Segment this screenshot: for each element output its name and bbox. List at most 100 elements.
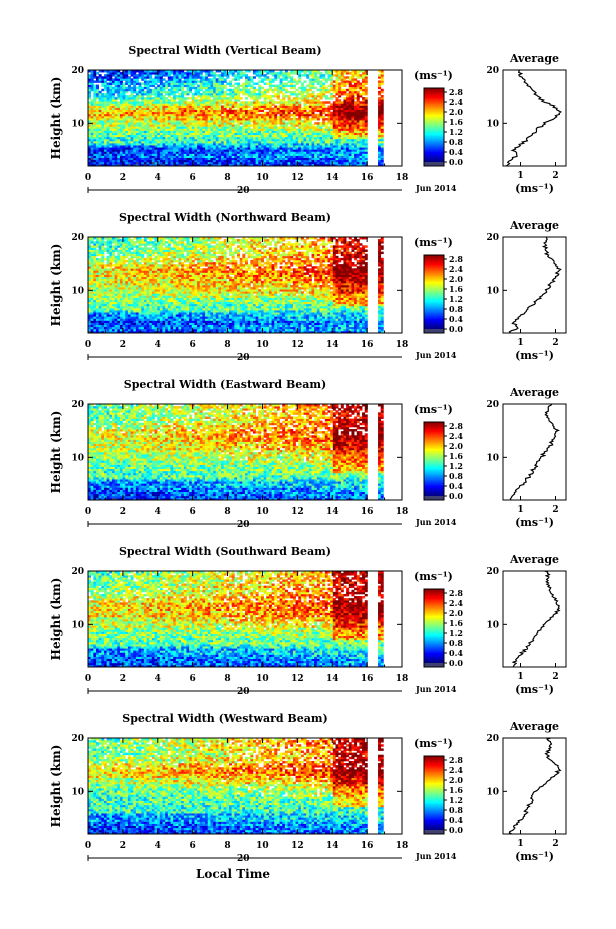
panel-southward: Spectral Width (Southward Beam)0 2 4 6 8 10 12… [49, 545, 566, 697]
colorbar-tick-label: 2.8 [449, 755, 463, 765]
colorbar-unit: (ms⁻¹) [414, 69, 453, 82]
average-title: Average [509, 386, 559, 399]
colorbar-tick-label: 1.2 [449, 294, 463, 304]
panel-eastward: Spectral Width (Eastward Beam)0 2 4 6 8 10 12 1… [49, 378, 566, 530]
x-tick-label: 14 [326, 173, 339, 183]
y-tick-label: 10 [71, 453, 84, 463]
x-tick-label: 0 [85, 340, 91, 350]
average-y-tick-label: 20 [486, 233, 499, 243]
colorbar-tick-label: 1.2 [449, 628, 463, 638]
x-tick-label: 4 [155, 674, 161, 684]
colorbar-unit: (ms⁻¹) [414, 236, 453, 249]
x-tick-label: 10 [256, 841, 269, 851]
colorbar-tick-label: 0.4 [449, 147, 463, 157]
panel-vertical: Spectral Width (Vertical Beam)0 2 4 6 8 10 12 1… [49, 44, 566, 196]
y-tick-label: 20 [71, 233, 84, 243]
chart-title: Spectral Width (Northward Beam) [119, 211, 331, 224]
x-axis-label: Local Time [196, 867, 270, 881]
colorbar: (ms⁻¹)2.82.42.01.61.20.80.40.0 [414, 403, 463, 501]
average-x-tick-label: 1 [517, 505, 523, 515]
x-tick-label: 4 [155, 340, 161, 350]
average-x-tick-label: 2 [552, 672, 558, 682]
x-tick-label: 16 [361, 674, 374, 684]
heatmap-eastward [88, 404, 384, 500]
average-x-label: (ms⁻¹) [515, 850, 554, 863]
average-x-tick-label: 1 [517, 338, 523, 348]
colorbar-tick-label: 1.2 [449, 461, 463, 471]
x-tick-label: 8 [224, 674, 230, 684]
x-tick-label: 6 [190, 507, 196, 517]
x-tick-label: 12 [291, 841, 304, 851]
x-tick-label: 6 [190, 340, 196, 350]
date-marker: 20 [237, 520, 250, 530]
y-axis-label: Height (km) [49, 578, 63, 661]
average-frame [503, 404, 566, 500]
y-axis-label: Height (km) [49, 77, 63, 160]
average-y-tick-label: 10 [486, 453, 499, 463]
colorbar-below-range [424, 162, 444, 166]
x-tick-label: 18 [396, 340, 409, 350]
average-frame [503, 70, 566, 166]
x-tick-label: 10 [256, 173, 269, 183]
heatmap-westward [88, 738, 384, 834]
colorbar-unit: (ms⁻¹) [414, 403, 453, 416]
x-tick-label: 0 [85, 507, 91, 517]
colorbar: (ms⁻¹)2.82.42.01.61.20.80.40.0 [414, 570, 463, 668]
date-suffix: Jun 2014 [415, 350, 457, 360]
x-tick-label: 4 [155, 507, 161, 517]
x-tick-label: 4 [155, 173, 161, 183]
colorbar-tick-label: 2.8 [449, 87, 463, 97]
colorbar-tick-label: 2.0 [449, 441, 463, 451]
colorbar: (ms⁻¹)2.82.42.01.61.20.80.40.0 [414, 69, 463, 167]
x-tick-label: 14 [326, 340, 339, 350]
colorbar-tick-label: 2.4 [449, 765, 463, 775]
x-tick-label: 2 [120, 507, 126, 517]
y-axis-label: Height (km) [49, 411, 63, 494]
heatmap-vertical [88, 70, 384, 166]
colorbar-tick-label: 1.6 [449, 117, 463, 127]
x-tick-label: 18 [396, 173, 409, 183]
colorbar-tick-label: 0.4 [449, 481, 463, 491]
colorbar-unit: (ms⁻¹) [414, 737, 453, 750]
x-tick-label: 12 [291, 340, 304, 350]
colorbar-tick-label: 2.0 [449, 775, 463, 785]
average-y-tick-label: 10 [486, 119, 499, 129]
x-tick-label: 18 [396, 841, 409, 851]
average-frame [503, 571, 566, 667]
x-tick-label: 10 [256, 674, 269, 684]
x-tick-label: 8 [224, 841, 230, 851]
average-frame [503, 237, 566, 333]
date-suffix: Jun 2014 [415, 684, 457, 694]
x-tick-label: 14 [326, 507, 339, 517]
colorbar-tick-label: 0.0 [449, 157, 463, 167]
colorbar-tick-label: 0.0 [449, 324, 463, 334]
x-tick-label: 16 [361, 173, 374, 183]
date-marker: 20 [237, 353, 250, 363]
colorbar-below-range [424, 663, 444, 667]
chart-title: Spectral Width (Westward Beam) [122, 712, 327, 725]
y-tick-label: 10 [71, 286, 84, 296]
average-x-label: (ms⁻¹) [515, 349, 554, 362]
x-tick-label: 0 [85, 841, 91, 851]
x-tick-label: 6 [190, 841, 196, 851]
average-x-tick-label: 2 [552, 338, 558, 348]
x-tick-label: 0 [85, 173, 91, 183]
colorbar-tick-label: 0.4 [449, 314, 463, 324]
x-tick-label: 2 [120, 173, 126, 183]
average-y-tick-label: 20 [486, 567, 499, 577]
date-marker: 20 [237, 854, 250, 864]
average-x-tick-label: 1 [517, 171, 523, 181]
x-tick-label: 10 [256, 507, 269, 517]
date-suffix: Jun 2014 [415, 183, 457, 193]
average-x-tick-label: 1 [517, 672, 523, 682]
colorbar-tick-label: 1.2 [449, 127, 463, 137]
chart-title: Spectral Width (Southward Beam) [119, 545, 331, 558]
heatmap-southward [88, 571, 384, 667]
x-tick-label: 2 [120, 841, 126, 851]
average-x-label: (ms⁻¹) [515, 683, 554, 696]
spectral-width-figure: Spectral Width (Vertical Beam)0 2 4 6 8 10 12 1… [0, 0, 616, 929]
average-y-tick-label: 20 [486, 734, 499, 744]
